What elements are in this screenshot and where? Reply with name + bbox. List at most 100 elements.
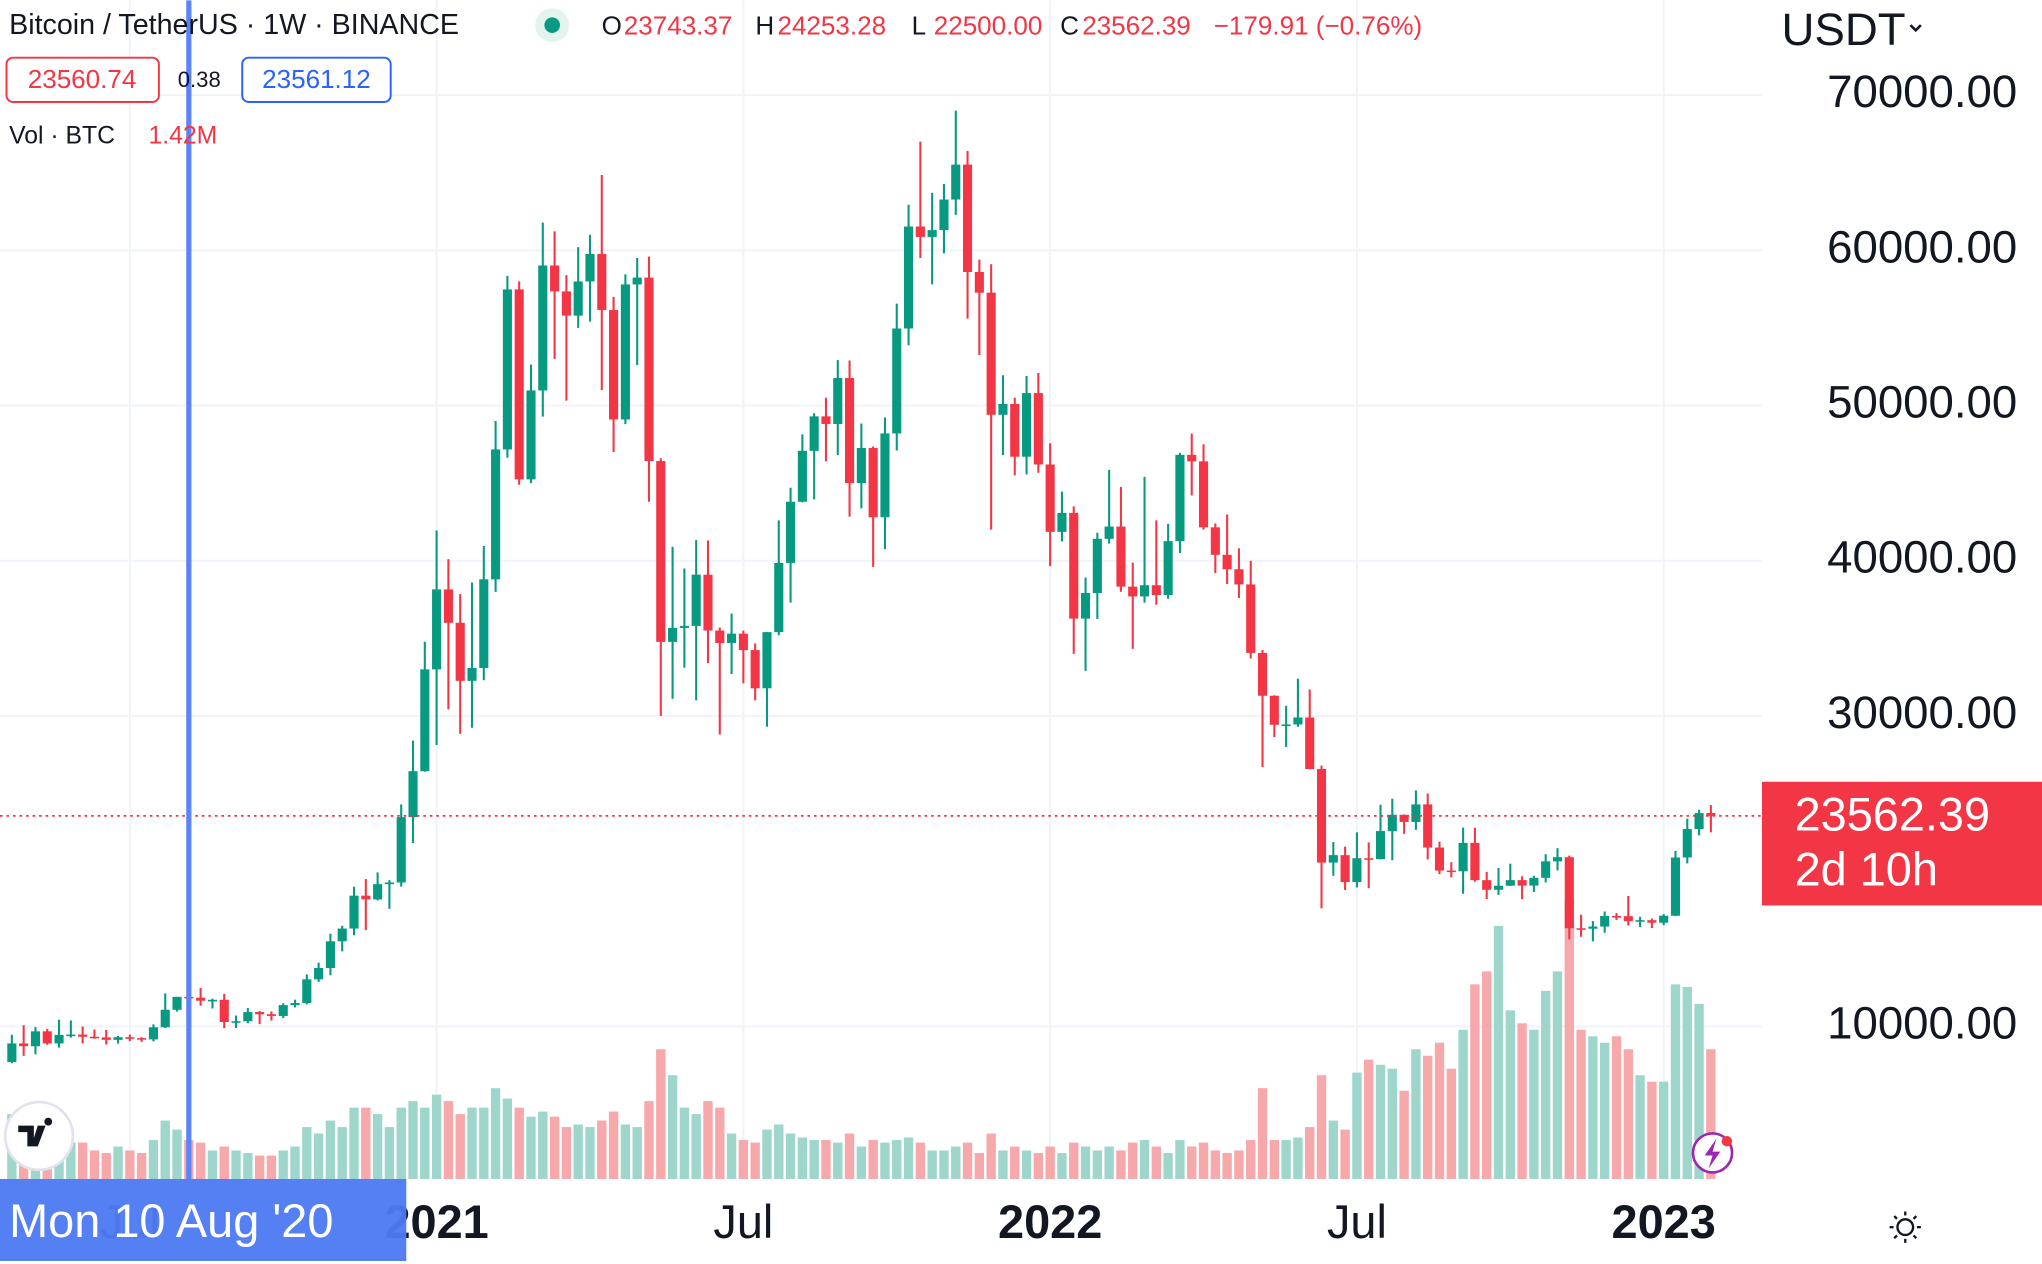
candle-body — [1069, 512, 1079, 619]
ask-box[interactable] — [241, 56, 392, 103]
volume-bar — [219, 1146, 229, 1179]
volume-bar — [1364, 1059, 1374, 1179]
volume-bar — [243, 1153, 253, 1179]
candle-body — [349, 895, 359, 929]
volume-bar — [538, 1111, 548, 1179]
candle-body — [137, 1038, 147, 1040]
settings-ray — [1893, 1234, 1898, 1240]
candle-body — [19, 1043, 29, 1047]
candle-body — [125, 1037, 135, 1039]
candle-body — [1541, 861, 1551, 878]
volume-bar — [195, 1142, 206, 1179]
candle-body — [337, 928, 347, 942]
volume-bar — [1706, 1049, 1716, 1179]
price-box — [1762, 781, 2042, 906]
bid-box[interactable] — [5, 56, 160, 103]
candle-body — [915, 226, 925, 237]
volume-bar — [597, 1120, 607, 1179]
candle-body — [644, 277, 654, 462]
candle-body — [585, 254, 595, 282]
volume-bar — [1116, 1150, 1126, 1179]
volume-bar — [89, 1150, 100, 1179]
candle-body — [1387, 814, 1397, 832]
ohlc-key: O — [602, 11, 622, 41]
volume-bar — [514, 1107, 524, 1179]
volume-bar — [962, 1142, 973, 1179]
candle-body — [1092, 538, 1102, 593]
volume-bar — [1222, 1153, 1232, 1179]
candle-body — [255, 1012, 265, 1015]
bid-price: 23560.74 — [28, 64, 137, 94]
candle-body — [750, 650, 760, 689]
volume-bar — [1411, 1049, 1421, 1179]
candle-body — [361, 895, 371, 900]
volume-bar — [337, 1127, 347, 1179]
candle-body — [1033, 393, 1043, 465]
candle-body — [290, 1003, 300, 1006]
volume-bar — [1187, 1146, 1197, 1179]
volume-bar — [1423, 1055, 1433, 1179]
candle-body — [89, 1036, 100, 1039]
candle-body — [1635, 920, 1645, 922]
volume-bar — [1210, 1150, 1221, 1179]
volume-bar — [325, 1120, 336, 1179]
volume-bar — [1576, 1029, 1586, 1179]
settings-sun[interactable] — [1896, 1218, 1915, 1237]
volume-bar — [302, 1127, 312, 1179]
volume-bar — [1234, 1150, 1244, 1179]
candle-body — [632, 277, 642, 285]
volume-bar — [880, 1142, 890, 1179]
candle-body — [845, 378, 855, 484]
candle-body — [1057, 512, 1067, 532]
volume-bar — [113, 1146, 123, 1179]
logo-mark[interactable] — [18, 1117, 53, 1147]
volume-bar — [1588, 1036, 1598, 1179]
candle-body — [1198, 461, 1209, 528]
candle-body — [420, 669, 430, 772]
x-tick-label: Jul — [1327, 1196, 1387, 1248]
volume-bar — [561, 1127, 572, 1179]
currency-chevron[interactable] — [1909, 24, 1922, 33]
candle-body — [1328, 855, 1338, 863]
volume-bar — [986, 1133, 996, 1179]
flash-bolt[interactable] — [1704, 1138, 1721, 1169]
volume-value: 1.42M — [148, 123, 217, 150]
volume-bar — [372, 1114, 383, 1179]
candle-body — [1623, 916, 1633, 922]
candle-body — [1446, 870, 1456, 873]
candle-body — [78, 1034, 88, 1037]
candle-body — [786, 501, 796, 563]
candle-body — [892, 328, 902, 434]
volume-bar — [868, 1140, 878, 1179]
candle-body — [703, 574, 713, 631]
volume-bar — [1482, 971, 1492, 1179]
volume-bar — [738, 1140, 749, 1179]
candle-body — [1694, 813, 1704, 830]
ohlc-value: 24253.28 — [777, 11, 886, 41]
candle-body — [7, 1043, 17, 1063]
candle-layer — [7, 110, 1716, 1064]
candle-body — [1375, 831, 1386, 860]
candle-body — [1116, 526, 1126, 587]
candle-body — [207, 999, 217, 1002]
volume-bar — [1069, 1142, 1079, 1179]
candle-body — [727, 633, 737, 643]
volume-bar — [1328, 1120, 1339, 1179]
volume-bar — [526, 1116, 536, 1179]
candle-body — [573, 281, 583, 316]
volume-bar — [939, 1150, 949, 1179]
volume-bar — [656, 1049, 666, 1179]
volume-bar — [903, 1137, 914, 1179]
volume-bar — [998, 1150, 1008, 1179]
candle-body — [939, 199, 949, 231]
candle-body — [325, 941, 335, 968]
volume-bar — [915, 1142, 926, 1179]
volume-bar — [1564, 900, 1574, 1179]
volume-bar — [1529, 1029, 1539, 1179]
volume-bar — [290, 1146, 300, 1179]
candle-body — [502, 289, 512, 450]
ohlc-value: 23743.37 — [624, 11, 733, 41]
volume-bar — [549, 1116, 560, 1179]
volume-bar — [1198, 1142, 1209, 1179]
candle-body — [1670, 857, 1681, 916]
